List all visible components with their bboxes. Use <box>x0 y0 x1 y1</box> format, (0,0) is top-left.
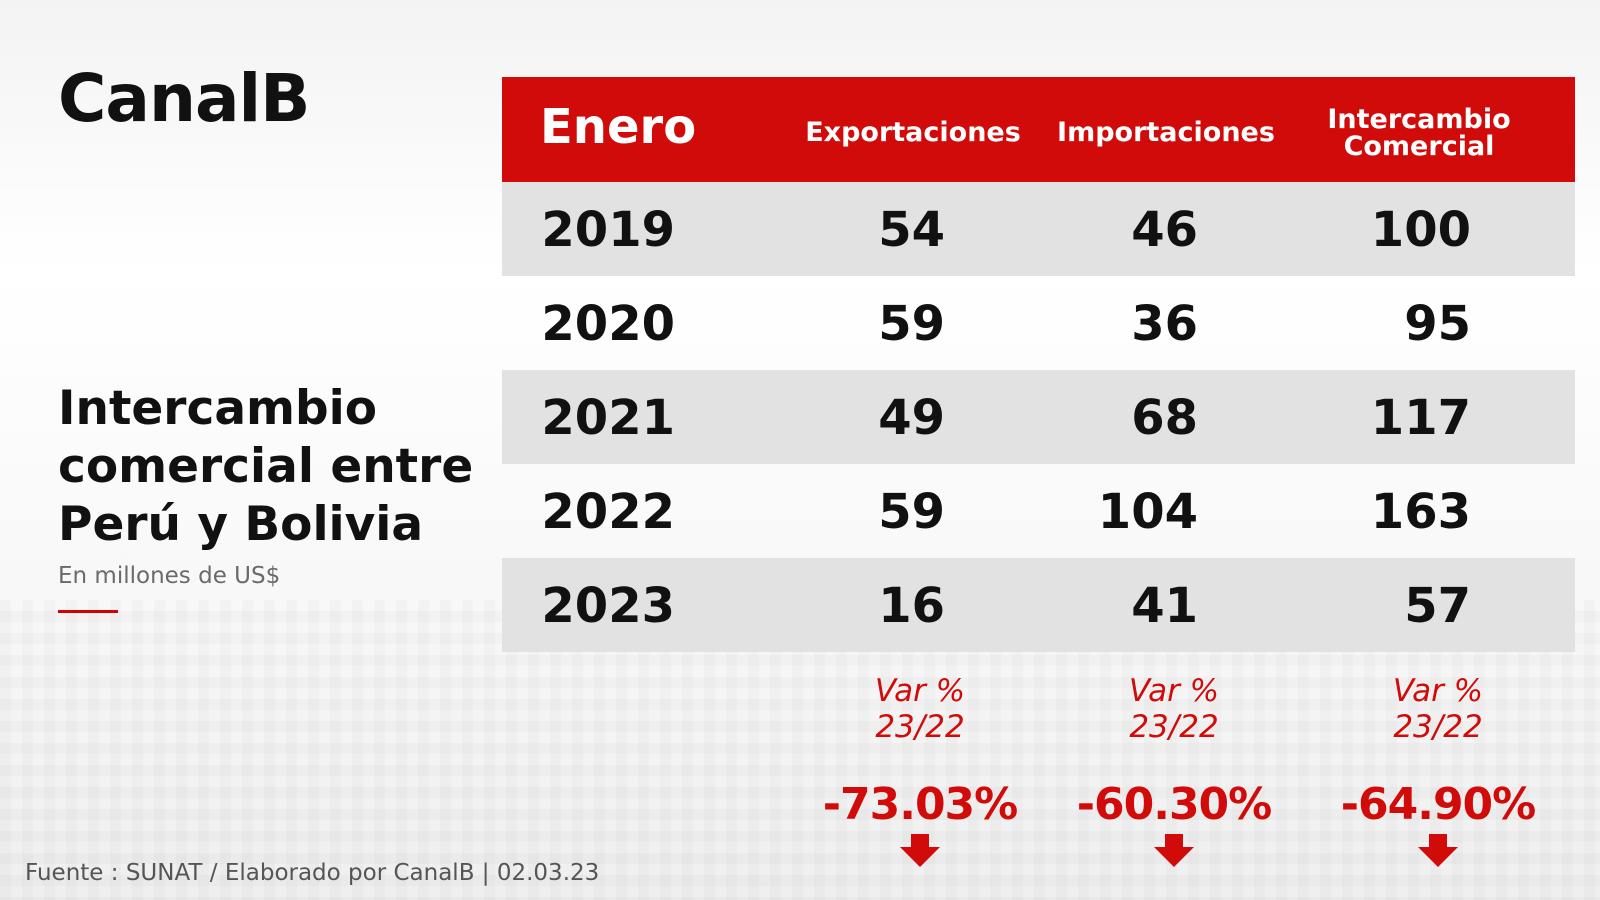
table-row: 2023 16 41 57 <box>502 558 1575 652</box>
header-trade-line-1: Intercambio <box>1327 104 1511 135</box>
trade-cell: 163 <box>1370 484 1471 540</box>
chart-subtitle: En millones de US$ <box>58 563 281 589</box>
exports-cell: 49 <box>878 390 945 446</box>
variation-label-line-1: Var % <box>874 673 966 709</box>
variation-label-line-1: Var % <box>1128 673 1220 709</box>
exports-cell: 54 <box>878 202 945 258</box>
title-line-1: Intercambio <box>58 381 378 436</box>
variation-exports: Var % 23/22 -73.03% <box>810 673 1030 867</box>
header-exports: Exportaciones <box>805 117 1021 148</box>
table-row: 2019 54 46 100 <box>502 182 1575 276</box>
table-row: 2022 59 104 163 <box>502 464 1575 558</box>
variation-label-line-2: 23/22 <box>875 709 965 745</box>
imports-cell: 104 <box>1097 484 1198 540</box>
imports-cell: 68 <box>1131 390 1198 446</box>
imports-cell: 46 <box>1131 202 1198 258</box>
variation-label-line-1: Var % <box>1392 673 1484 709</box>
imports-cell: 36 <box>1131 296 1198 352</box>
trade-cell: 57 <box>1404 578 1471 634</box>
header-trade: Intercambio Comercial <box>1309 106 1529 160</box>
table-row: 2020 59 36 95 <box>502 276 1575 370</box>
imports-cell: 41 <box>1131 578 1198 634</box>
header-imports: Importaciones <box>1057 117 1275 148</box>
year-cell: 2020 <box>541 296 675 352</box>
variation-label-line-2: 23/22 <box>1129 709 1219 745</box>
variation-label-line-2: 23/22 <box>1393 709 1483 745</box>
header-period: Enero <box>540 99 697 155</box>
trade-cell: 100 <box>1370 202 1471 258</box>
year-cell: 2022 <box>541 484 675 540</box>
title-line-3: Perú y Bolivia <box>58 497 424 552</box>
table-row: 2021 49 68 117 <box>502 370 1575 464</box>
source-footer: Fuente : SUNAT / Elaborado por CanalB | … <box>25 860 600 886</box>
chart-title: Intercambio comercial entre Perú y Boliv… <box>58 380 488 554</box>
title-line-2: comercial entre <box>58 439 474 494</box>
exports-cell: 59 <box>878 484 945 540</box>
trade-table: Enero Exportaciones Importaciones Interc… <box>502 77 1575 652</box>
header-trade-line-2: Comercial <box>1343 131 1495 162</box>
accent-divider <box>58 610 118 613</box>
exports-cell: 59 <box>878 296 945 352</box>
brand-logo: CanalB <box>58 60 310 137</box>
year-cell: 2021 <box>541 390 675 446</box>
trade-cell: 117 <box>1370 390 1471 446</box>
variation-value: -60.30% <box>1076 779 1273 830</box>
variation-imports: Var % 23/22 -60.30% <box>1064 673 1284 867</box>
variation-value: -73.03% <box>822 779 1019 830</box>
variation-value: -64.90% <box>1340 779 1537 830</box>
exports-cell: 16 <box>878 578 945 634</box>
trade-cell: 95 <box>1404 296 1471 352</box>
year-cell: 2019 <box>541 202 675 258</box>
table-header: Enero Exportaciones Importaciones Interc… <box>502 77 1575 182</box>
variation-trade: Var % 23/22 -64.90% <box>1328 673 1548 867</box>
year-cell: 2023 <box>541 578 675 634</box>
